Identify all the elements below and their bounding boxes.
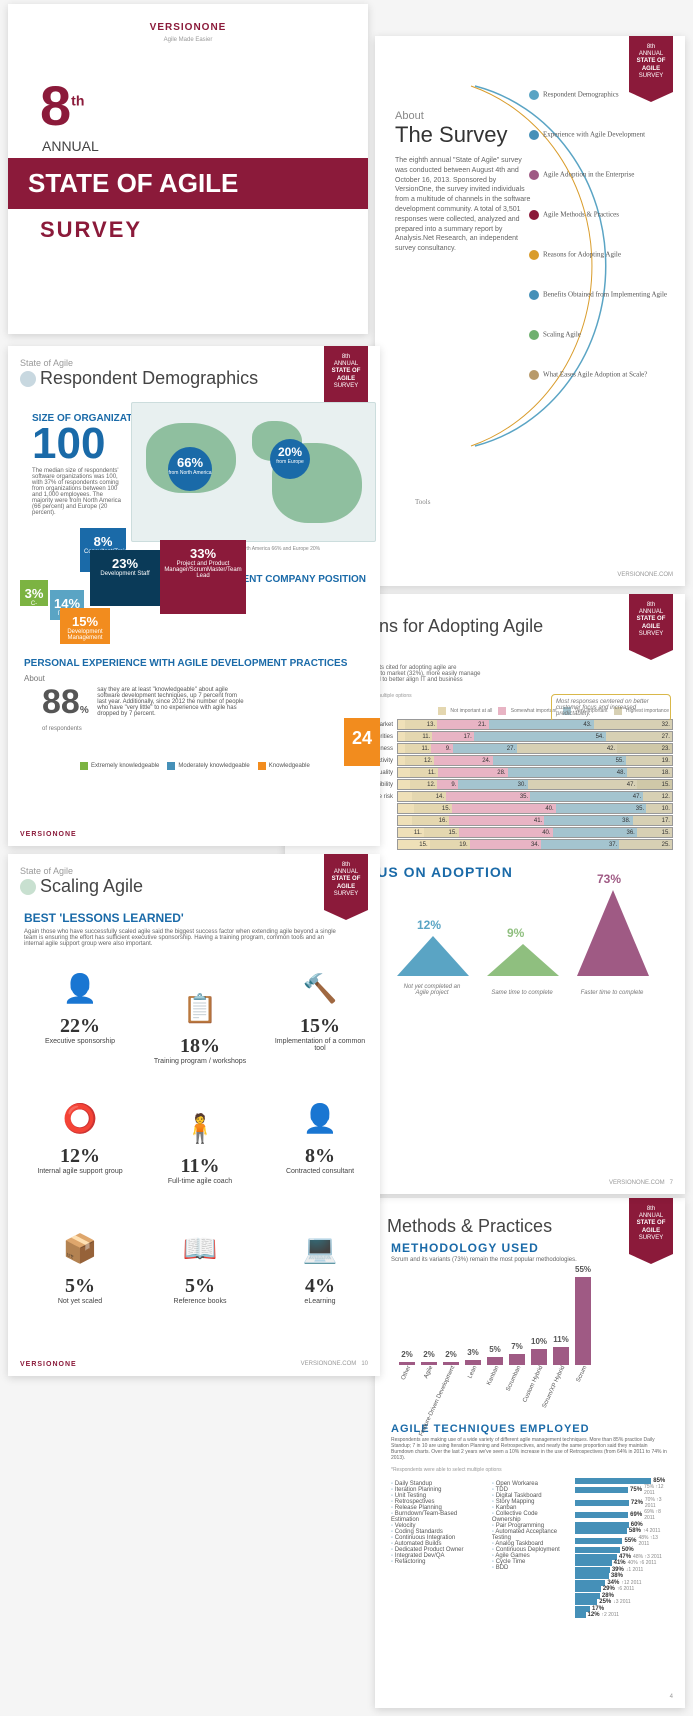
topic-item: Scaling Agile (529, 330, 667, 340)
methodology-bar: 55%Scrum (575, 1277, 591, 1365)
page-footer: VERSIONONE.COM (387, 572, 673, 578)
map-eu-pct: 20%from Europe (270, 439, 310, 479)
position-tile: 23%Development Staff (90, 550, 160, 606)
tools-label: Tools (415, 498, 430, 506)
techniques-bar-chart: 85%75%75% ↑12 201172%70% ↑3 201169%69% ↑… (571, 1477, 673, 1619)
lesson-item: 📋18%Training program / workshops (150, 983, 250, 1065)
lesson-item: 🧍11%Full-time agile coach (150, 1103, 250, 1185)
technique-bar: 69%69% ↑8 2011 (575, 1509, 669, 1521)
methodology-bar: 7%Scrumban (509, 1354, 525, 1365)
technique-bar: 39%↓1 2011 (575, 1567, 669, 1573)
topic-item: Experience with Agile Development (529, 130, 667, 140)
survey-badge: 8thANNUAL STATE OF AGILESURVEY (629, 1198, 673, 1254)
brand-tagline: Agile Made Easier (164, 37, 213, 43)
technique-bar: 17% (575, 1606, 669, 1612)
cycle-icon (20, 879, 36, 895)
section-title: Respondent Demographics (20, 368, 368, 389)
topic-item: Respondent Demographics (529, 90, 667, 100)
technique-bar: 28% (575, 1593, 669, 1599)
technique-bar: 60% (575, 1522, 669, 1528)
position-tile: 33%Project and Product Manager/ScrumMast… (160, 540, 246, 614)
lesson-item: 💻4%eLearning (270, 1223, 370, 1305)
technique-bar: 25%↓3 2011 (575, 1599, 669, 1605)
topic-item: Agile Methods & Practices (529, 210, 667, 220)
topic-item: What Eases Agile Adoption at Scale? (529, 370, 667, 380)
technique-bar: 41%40% ↑6 2011 (575, 1560, 669, 1566)
page-footer: 4 (387, 1694, 673, 1700)
technique-bar: 12%↑2 2011 (575, 1612, 669, 1618)
lesson-item: 📦5%Not yet scaled (30, 1223, 130, 1305)
survey-badge: 8thANNUAL STATE OF AGILESURVEY (629, 594, 673, 650)
size-of-org-desc: The median size of respondents' software… (32, 468, 122, 516)
techniques-desc: Respondents are making use of a wide var… (391, 1437, 669, 1461)
methodology-bar: 5%Kanban (487, 1357, 503, 1365)
technique-bar: 75%75% ↑12 2011 (575, 1484, 669, 1496)
lesson-item: 📖5%Reference books (150, 1223, 250, 1305)
orange-24-box: 24 (344, 718, 380, 766)
person-icon (20, 371, 36, 387)
section-subtitle: State of Agile (20, 358, 368, 368)
section-title: Scaling Agile (20, 876, 368, 897)
technique-bar: 58%↑4 2011 (575, 1528, 669, 1534)
cover-annual: ANNUAL (42, 138, 356, 154)
callout-box: Most responses centered on better custom… (551, 694, 671, 722)
map-na-pct: 66%from North America (168, 447, 212, 491)
cover-band: STATE OF AGILE (8, 158, 368, 209)
technique-bar: 55%48% ↑13 2011 (575, 1535, 669, 1547)
lesson-item: 👤22%Executive sponsorship (30, 963, 130, 1045)
world-map: 66%from North America 20%from Europe (131, 402, 376, 542)
topics-list: Respondent Demographics Experience with A… (529, 76, 667, 410)
survey-badge: 8thANNUAL STATE OF AGILESURVEY (324, 854, 368, 910)
technique-bar: 29%↑6 2011 (575, 1586, 669, 1592)
lesson-item: 🔨15%Implementation of a common tool (270, 963, 370, 1052)
methodology-bar: 2%Feature-Driven Development (443, 1362, 459, 1365)
techniques-list-b: Open WorkareaTDDDigital TaskboardStory M… (492, 1481, 561, 1619)
methodology-bar: 10%Custom Hybrid (531, 1349, 547, 1365)
technique-bar: 38% (575, 1573, 669, 1579)
page-footer: VERSIONONE (20, 831, 368, 838)
page-about-survey: 8th ANNUAL STATE OF AGILE SURVEY About T… (375, 36, 685, 586)
position-tile: 15%Development Management (60, 608, 110, 644)
lesson-item: 👤8%Contracted consultant (270, 1093, 370, 1175)
section-subtitle: State of Agile (20, 866, 368, 876)
lessons-learned-title: BEST 'LESSONS LEARNED' (24, 911, 368, 925)
lessons-grid: 👤22%Executive sponsorship📋18%Training pr… (20, 953, 368, 1333)
methodology-bar-chart: 2%Other 2%Agile 2%Feature-Driven Developme… (391, 1271, 669, 1381)
topic-item: Benefits Obtained from Implementing Agil… (529, 290, 667, 300)
page-scaling-agile: 8thANNUAL STATE OF AGILESURVEY State of … (8, 854, 380, 1376)
brand-block: VERSIONONE Agile Made Easier (20, 22, 356, 43)
technique-bar: 47%48% ↑3 2011 (575, 1554, 669, 1560)
methodology-bar: 2%Agile (421, 1362, 437, 1365)
survey-badge: 8thANNUAL STATE OF AGILESURVEY (324, 346, 368, 402)
footnote: *Respondents were able to select multipl… (391, 1467, 669, 1473)
topic-item: Agile Adoption in the Enterprise (529, 170, 667, 180)
methodology-bar: 11%Scrum/XP Hybrid (553, 1347, 569, 1365)
position-tile: 3%C-Level (20, 580, 48, 606)
techniques-list-a: Daily StandupIteration PlanningUnit Test… (391, 1481, 468, 1619)
lesson-item: ⭕12%Internal agile support group (30, 1093, 130, 1175)
page-demographics: 8thANNUAL STATE OF AGILESURVEY State of … (8, 346, 380, 846)
experience-desc: say they are at least "knowledgeable" ab… (97, 687, 247, 717)
technique-bar: 34%↑12 2011 (575, 1580, 669, 1586)
experience-pct: 88% (42, 683, 89, 722)
methodology-bar: 2%Other (399, 1362, 415, 1365)
topic-item: Reasons for Adopting Agile (529, 250, 667, 260)
lessons-learned-desc: Again those who have successfully scaled… (24, 929, 344, 947)
technique-bar: 72%70% ↑3 2011 (575, 1497, 669, 1509)
cover-survey: SURVEY (40, 217, 356, 243)
brand-logo: VERSIONONE (150, 22, 227, 33)
techniques-title: AGILE TECHNIQUES EMPLOYED (391, 1423, 673, 1435)
page-cover: VERSIONONE Agile Made Easier 8th ANNUAL … (8, 4, 368, 334)
techniques-lists: Daily StandupIteration PlanningUnit Test… (391, 1481, 561, 1619)
personal-experience-title: PERSONAL EXPERIENCE WITH AGILE DEVELOPME… (24, 658, 368, 669)
cover-number: 8th (40, 73, 356, 138)
technique-bar: 85% (575, 1478, 669, 1484)
position-tiles: 8%Consultant/Trainer23%Development Staff… (20, 528, 368, 648)
page-methods-practices: 8thANNUAL STATE OF AGILESURVEY Methods &… (375, 1198, 685, 1708)
page-footer: VERSIONONE VERSIONONE.COM 10 (20, 1361, 368, 1368)
methodology-bar: 3%Lean (465, 1360, 481, 1365)
experience-legend: Extremely knowledgeableModerately knowle… (80, 762, 368, 772)
technique-bar: 50% (575, 1547, 669, 1553)
